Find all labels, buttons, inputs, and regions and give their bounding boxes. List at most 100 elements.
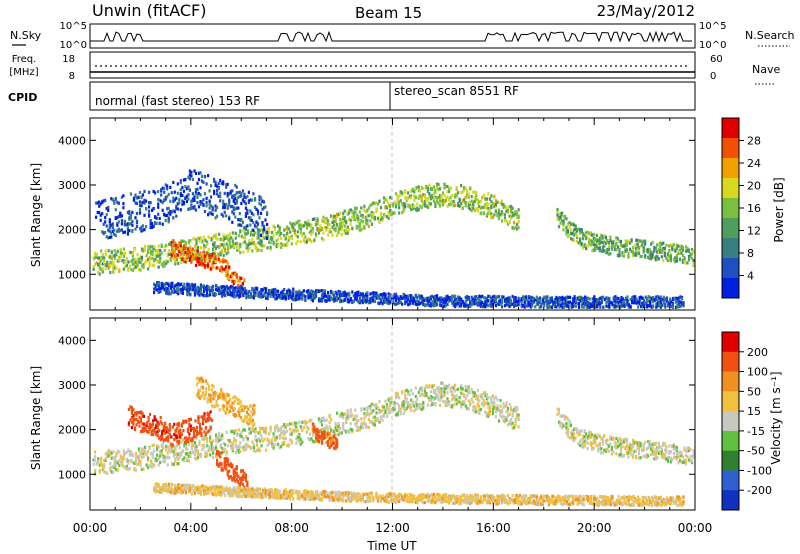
power-cell	[689, 255, 692, 259]
power-cell	[287, 238, 290, 242]
power-cell	[395, 203, 398, 207]
power-cell	[151, 252, 154, 256]
power-cell	[621, 297, 625, 301]
power-cell	[461, 190, 464, 194]
power-cell	[562, 228, 565, 232]
power-cell	[429, 187, 432, 191]
power-cell	[497, 217, 501, 221]
power-cell	[316, 218, 319, 222]
power-cell	[113, 266, 116, 270]
power-cell	[425, 303, 428, 307]
power-cell	[249, 292, 252, 296]
power-cell	[361, 220, 364, 224]
colorbar-swatch	[722, 178, 739, 199]
power-cell	[638, 248, 641, 252]
velocity-cell	[137, 455, 141, 459]
power-cell	[126, 229, 129, 233]
power-cell	[638, 296, 641, 300]
power-cell	[106, 260, 109, 264]
power-cell	[638, 246, 641, 250]
power-cell	[594, 298, 597, 302]
velocity-cell	[260, 426, 263, 431]
velocity-cell	[212, 448, 215, 452]
power-cell	[231, 285, 234, 289]
power-cell	[182, 257, 185, 261]
power-cell	[622, 254, 626, 258]
velocity-cell	[260, 434, 263, 438]
power-cell	[565, 229, 568, 233]
power-cell	[180, 260, 183, 264]
power-cell	[443, 304, 446, 308]
power-cell	[219, 250, 222, 254]
power-cell	[296, 297, 299, 301]
power-cell	[531, 299, 534, 303]
power-cell	[274, 288, 277, 292]
power-cell	[429, 297, 432, 301]
power-cell	[244, 196, 247, 200]
power-cell	[158, 221, 161, 225]
power-cell	[191, 192, 194, 196]
power-cell	[446, 190, 449, 194]
power-cell	[151, 221, 154, 225]
power-cell	[225, 234, 228, 238]
power-cell	[162, 285, 165, 289]
velocity-cell	[224, 448, 227, 452]
power-cell	[319, 224, 322, 228]
power-cell	[122, 251, 125, 256]
power-cell	[196, 251, 200, 255]
power-cell	[543, 304, 546, 308]
power-cell	[457, 295, 460, 299]
power-cell	[662, 295, 665, 299]
power-cell	[481, 305, 484, 309]
power-cell	[648, 248, 651, 252]
power-cell	[186, 292, 189, 296]
power-cell	[283, 295, 286, 299]
power-cell	[133, 262, 136, 266]
velocity-cell	[221, 446, 224, 451]
power-cell	[214, 258, 217, 262]
power-cell	[185, 199, 188, 204]
power-cell	[366, 299, 369, 303]
power-cell	[307, 219, 310, 223]
velocity-cell	[107, 448, 110, 452]
power-cell	[479, 295, 482, 299]
power-cell	[343, 293, 346, 297]
power-cell	[485, 303, 488, 307]
power-cell	[182, 246, 185, 250]
velocity-cell	[177, 457, 180, 461]
power-cell	[286, 227, 289, 231]
power-cell	[258, 294, 262, 298]
power-cell	[607, 248, 610, 252]
power-cell	[308, 295, 311, 299]
power-cell	[472, 297, 475, 301]
velocity-cell	[151, 443, 154, 448]
power-cell	[369, 203, 372, 208]
power-cell	[561, 305, 564, 309]
beam-title: Beam 15	[355, 4, 422, 22]
power-cell	[457, 201, 460, 205]
power-cell	[199, 246, 203, 250]
power-cell	[478, 303, 481, 307]
power-cell	[610, 247, 613, 251]
power-cell	[625, 243, 629, 247]
nave-dot	[95, 65, 97, 67]
power-cell	[346, 297, 349, 301]
power-cell	[261, 223, 264, 227]
power-cell	[677, 296, 681, 300]
velocity-cell	[228, 439, 231, 443]
power-cell	[179, 244, 182, 248]
power-cell	[500, 219, 504, 223]
nsearch-tick-top: 10^5	[699, 21, 726, 32]
power-cell	[476, 303, 479, 307]
velocity-cell	[239, 441, 242, 445]
velocity-cell	[106, 471, 109, 475]
power-cell	[432, 300, 435, 304]
power-cell	[159, 256, 162, 260]
power-cell	[629, 247, 632, 251]
velocity-cell	[92, 462, 95, 466]
power-cell	[585, 296, 588, 300]
power-cell	[302, 232, 305, 236]
power-cell	[301, 234, 304, 238]
velocity-cell	[274, 438, 277, 443]
power-cell	[382, 200, 386, 204]
